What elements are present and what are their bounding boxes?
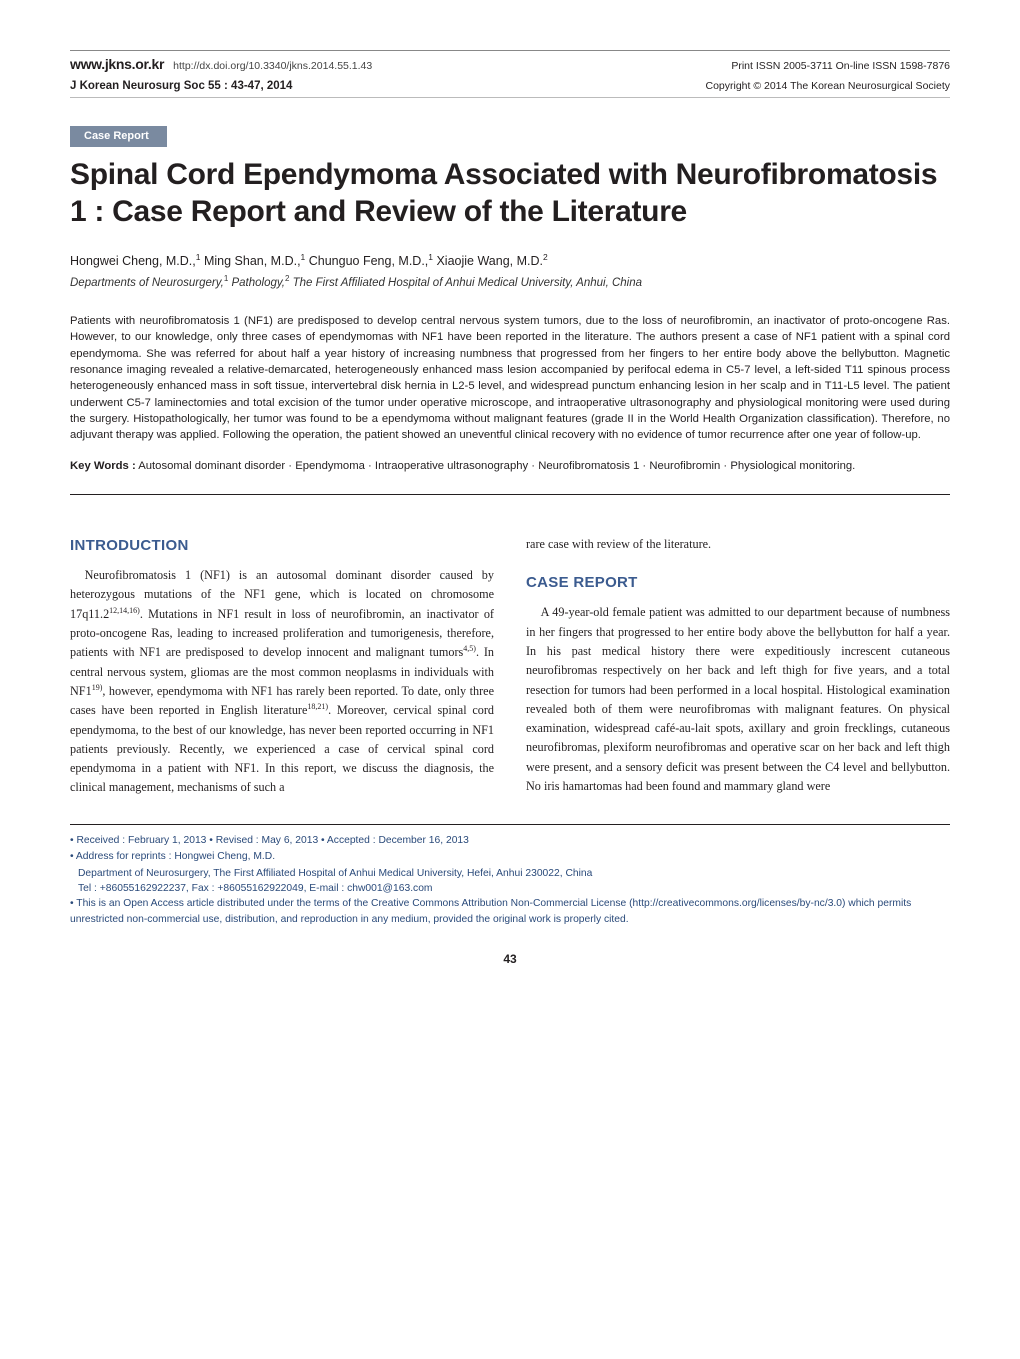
journal-ref: J Korean Neurosurg Soc 55 : 43-47, 2014: [70, 78, 292, 94]
case-report-paragraph: A 49-year-old female patient was admitte…: [526, 603, 950, 796]
keywords-label: Key Words :: [70, 460, 136, 472]
left-column: INTRODUCTION Neurofibromatosis 1 (NF1) i…: [70, 535, 494, 797]
header-underline: [70, 97, 950, 98]
keywords-text: Autosomal dominant disorder · Ependymoma…: [136, 460, 856, 472]
case-report-body: A 49-year-old female patient was admitte…: [526, 603, 950, 796]
abstract: Patients with neurofibromatosis 1 (NF1) …: [70, 313, 950, 444]
introduction-tail: rare case with review of the literature.: [526, 535, 950, 554]
header-row-2: J Korean Neurosurg Soc 55 : 43-47, 2014 …: [70, 78, 950, 94]
footnote-address-dept: Department of Neurosurgery, The First Af…: [70, 866, 950, 881]
right-column: rare case with review of the literature.…: [526, 535, 950, 797]
doi: http://dx.doi.org/10.3340/jkns.2014.55.1…: [173, 60, 372, 72]
affiliations: Departments of Neurosurgery,1 Pathology,…: [70, 273, 950, 291]
keywords: Key Words : Autosomal dominant disorder …: [70, 458, 950, 474]
introduction-paragraph: Neurofibromatosis 1 (NF1) is an autosoma…: [70, 566, 494, 797]
footnote-address-contact: Tel : +86055162922237, Fax : +8605516292…: [70, 881, 950, 896]
authors: Hongwei Cheng, M.D.,1 Ming Shan, M.D.,1 …: [70, 252, 950, 271]
case-report-heading: CASE REPORT: [526, 572, 950, 593]
journal-ref-pages: 43-47, 2014: [228, 80, 293, 92]
page-number: 43: [70, 951, 950, 968]
section-separator: [70, 494, 950, 495]
introduction-heading: INTRODUCTION: [70, 535, 494, 556]
header-row-1: www.jkns.or.kr http://dx.doi.org/10.3340…: [70, 55, 950, 75]
journal-ref-bold: J Korean Neurosurg Soc 55 :: [70, 80, 228, 92]
introduction-tail-text: rare case with review of the literature.: [526, 535, 950, 554]
article-title: Spinal Cord Ependymoma Associated with N…: [70, 157, 950, 230]
two-column-body: INTRODUCTION Neurofibromatosis 1 (NF1) i…: [70, 535, 950, 797]
issn: Print ISSN 2005-3711 On-line ISSN 1598-7…: [731, 59, 950, 74]
footnote-license: • This is an Open Access article distrib…: [70, 896, 950, 927]
footnote-address-label: • Address for reprints : Hongwei Cheng, …: [70, 849, 950, 864]
site-url: www.jkns.or.kr: [70, 56, 164, 72]
introduction-body: Neurofibromatosis 1 (NF1) is an autosoma…: [70, 566, 494, 797]
header-left: www.jkns.or.kr http://dx.doi.org/10.3340…: [70, 55, 372, 75]
copyright: Copyright © 2014 The Korean Neurosurgica…: [705, 79, 950, 94]
article-type-badge: Case Report: [70, 126, 167, 147]
footnote-received: • Received : February 1, 2013 • Revised …: [70, 833, 950, 848]
footnotes: • Received : February 1, 2013 • Revised …: [70, 824, 950, 928]
top-rule: [70, 50, 950, 51]
